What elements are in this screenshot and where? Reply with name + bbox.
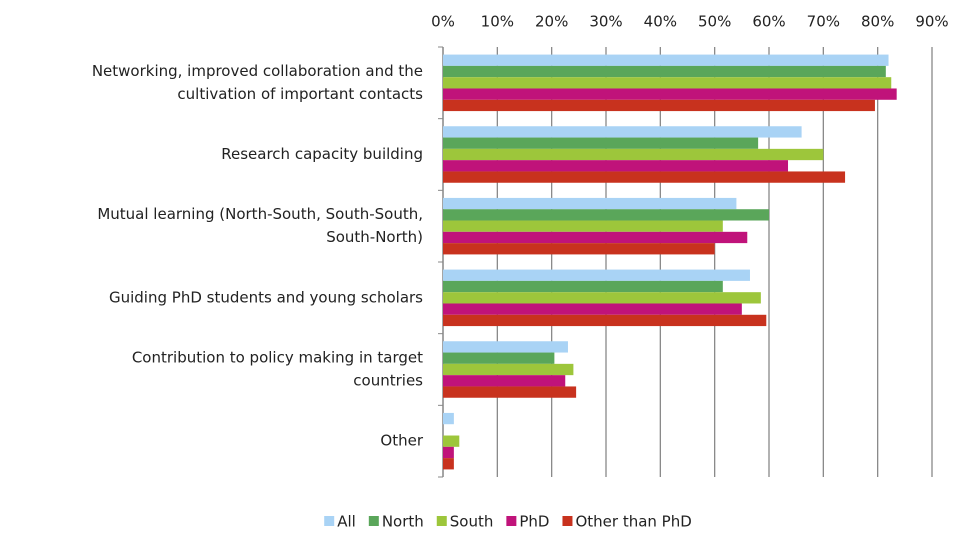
- legend-label: North: [382, 513, 424, 531]
- legend-swatch: [324, 516, 335, 526]
- bar: [443, 314, 767, 327]
- x-tick-label: 70%: [807, 13, 840, 31]
- x-tick-label: 30%: [589, 13, 622, 31]
- bar: [443, 269, 750, 281]
- legend-label: All: [337, 513, 356, 531]
- x-tick-label: 90%: [915, 13, 948, 31]
- x-tick-label: 40%: [644, 13, 677, 31]
- legend-swatch: [562, 516, 573, 526]
- bar: [443, 77, 892, 89]
- bar: [443, 137, 759, 149]
- bar: [443, 220, 723, 232]
- x-tick-label: 0%: [431, 13, 455, 31]
- bar: [443, 148, 824, 161]
- bar: [443, 171, 846, 183]
- category-label: cultivation of important contacts: [177, 85, 423, 103]
- legend-label: PhD: [519, 513, 549, 531]
- bar: [443, 375, 566, 387]
- bar: [443, 243, 715, 255]
- legend: All North South PhD Other than PhD: [324, 513, 692, 531]
- bar: [443, 292, 761, 304]
- x-tick-label: 60%: [752, 13, 785, 31]
- legend-swatch: [506, 516, 517, 526]
- category-label: Other: [380, 432, 423, 450]
- bar: [443, 280, 723, 293]
- bar: [443, 99, 875, 112]
- bar: [443, 160, 789, 172]
- legend-label: Other than PhD: [575, 513, 691, 531]
- x-tick-label: 80%: [861, 13, 894, 31]
- bar: [443, 412, 454, 425]
- bar: [443, 231, 748, 244]
- category-label: countries: [353, 372, 423, 390]
- category-label: Research capacity building: [221, 145, 423, 163]
- x-tick-label: 50%: [698, 13, 731, 31]
- category-label: Mutual learning (North-South, South-Sout…: [97, 205, 423, 223]
- bar: [443, 435, 460, 447]
- legend-label: South: [450, 513, 494, 531]
- legend-swatch: [368, 516, 379, 526]
- bar: [443, 126, 802, 138]
- bar: [443, 88, 897, 100]
- bar: [443, 458, 454, 470]
- category-label: Networking, improved collaboration and t…: [92, 62, 423, 80]
- bar: [443, 65, 886, 78]
- bar: [443, 352, 555, 364]
- bar: [443, 363, 574, 376]
- bar: [443, 54, 889, 66]
- bar: [443, 209, 769, 221]
- bar: [443, 303, 742, 315]
- category-label: Contribution to policy making in target: [132, 349, 423, 367]
- bar: [443, 197, 737, 210]
- legend-swatch: [436, 516, 447, 526]
- x-tick-label: 10%: [481, 13, 514, 31]
- x-tick-label: 20%: [535, 13, 568, 31]
- category-label: Guiding PhD students and young scholars: [109, 288, 423, 306]
- bar: [443, 386, 577, 398]
- category-label: South-North): [326, 228, 423, 246]
- bar: [443, 341, 568, 353]
- bar: [443, 446, 454, 459]
